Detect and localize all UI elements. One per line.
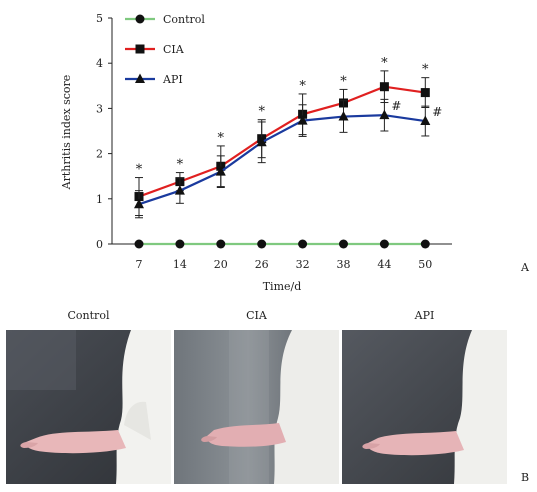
y-tick-label: 4: [96, 57, 103, 70]
x-tick-label: 50: [418, 258, 432, 271]
photo-api-paw: [342, 330, 507, 484]
photo-title-control: Control: [67, 309, 110, 322]
significance-hash: #: [432, 105, 442, 119]
significance-star: *: [258, 105, 265, 120]
data-point: [215, 166, 226, 176]
data-point: [134, 198, 144, 209]
photo-control-paw: [6, 330, 171, 484]
x-tick-label: 7: [136, 258, 143, 271]
data-point: [175, 239, 185, 249]
y-tick-label: 1: [96, 193, 103, 206]
photo-cia-paw: [174, 330, 339, 484]
series-line: [138, 114, 426, 206]
legend-label: API: [162, 73, 183, 86]
data-point: [420, 115, 431, 126]
chart-series: * * * * * * * * # #: [134, 56, 442, 249]
x-tick-label: 20: [214, 258, 228, 271]
y-tick-label: 5: [96, 12, 103, 25]
significance-star: *: [422, 63, 429, 78]
x-tick-label: 26: [255, 258, 269, 271]
arthritis-index-chart: 0 1 2 3 4 5 7 14 20 26 32 38 44 50 * * * * * * * * # # Control…: [60, 12, 452, 293]
data-point: [338, 111, 349, 121]
significance-star: *: [299, 79, 306, 94]
x-tick-label: 32: [296, 258, 310, 271]
legend-label: CIA: [163, 43, 185, 56]
significance-star: *: [381, 56, 388, 71]
series-control: [134, 239, 430, 249]
data-point: [379, 82, 389, 92]
x-tick-label: 14: [173, 258, 187, 271]
significance-star: *: [218, 131, 225, 146]
data-point: [379, 239, 389, 249]
series-api: [134, 98, 431, 219]
legend-marker: [135, 44, 145, 54]
y-axis-label: Arthritis index score: [60, 75, 73, 191]
data-point: [256, 136, 267, 147]
data-point: [257, 239, 267, 249]
x-axis-label: Time/d: [263, 280, 302, 293]
data-point: [298, 239, 308, 249]
panel-label-a: A: [521, 261, 529, 274]
data-point: [174, 185, 185, 195]
x-tick-label: 44: [377, 258, 391, 271]
legend-label: Control: [163, 13, 205, 26]
chart-legend: Control CIA API: [125, 13, 205, 86]
y-tick-label: 0: [96, 238, 103, 251]
legend-marker: [135, 73, 145, 83]
photo-title-api: API: [414, 309, 435, 322]
data-point: [297, 115, 308, 125]
data-point: [134, 239, 144, 249]
significance-star: *: [136, 163, 143, 178]
panel-label-b: B: [521, 471, 530, 484]
y-tick-label: 3: [96, 102, 103, 115]
series-line: [138, 85, 426, 198]
data-point: [216, 239, 226, 249]
chart-axes: 0 1 2 3 4 5 7 14 20 26 32 38 44 50: [96, 12, 452, 271]
data-point: [339, 239, 348, 249]
data-point: [420, 88, 430, 98]
significance-hash: #: [391, 99, 401, 113]
data-point: [420, 239, 430, 249]
legend-marker: [135, 14, 145, 24]
y-tick-label: 2: [96, 148, 103, 161]
significance-star: *: [177, 158, 184, 173]
data-point: [379, 109, 390, 120]
significance-star: *: [340, 74, 347, 89]
photo-title-cia: CIA: [246, 309, 267, 322]
x-tick-label: 38: [337, 258, 351, 271]
